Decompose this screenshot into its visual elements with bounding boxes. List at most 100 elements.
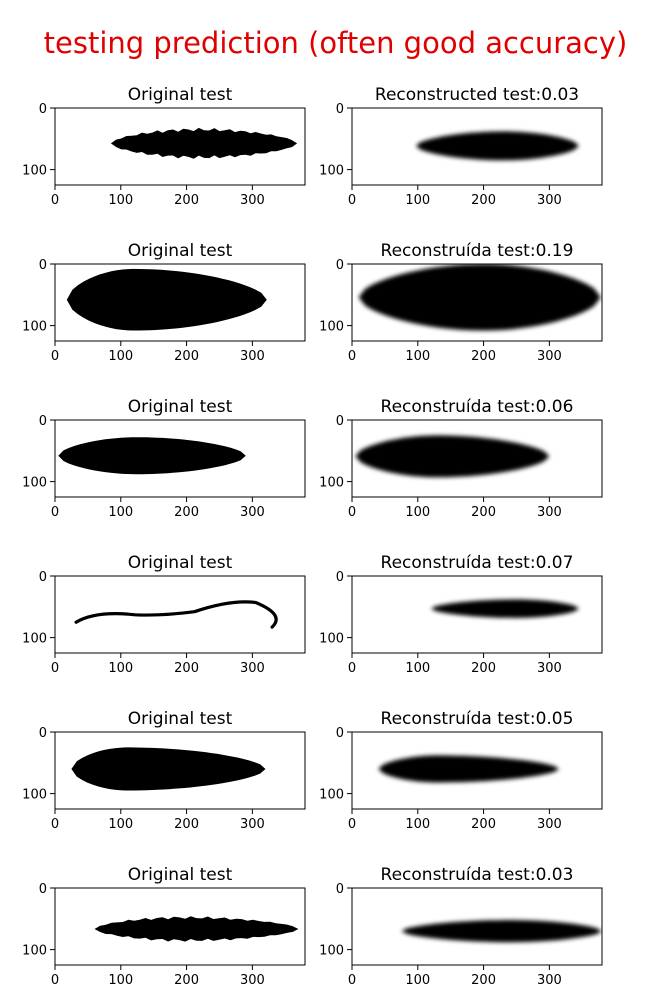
subplot-title: Original test	[128, 241, 233, 261]
subplot-title: Reconstruída test:0.19	[381, 241, 574, 261]
y-tick-label: 100	[319, 476, 344, 491]
y-tick-label: 0	[336, 882, 344, 897]
subplot-title: Original test	[128, 709, 233, 729]
subplot-2-original: Original test 0 100 200 300 0 100	[22, 241, 306, 364]
subplot-3-reconstructed: Reconstruída test:0.06 0 100 200 300 0 100	[319, 397, 603, 520]
x-tick-label: 0	[51, 661, 59, 676]
x-tick-label: 0	[348, 817, 356, 832]
axes-frame	[351, 263, 603, 342]
axes-frame	[351, 731, 603, 810]
x-tick-label: 0	[51, 817, 59, 832]
x-tick-label: 200	[174, 661, 199, 676]
shape-silhouette	[94, 916, 299, 942]
shape-silhouette	[74, 600, 278, 629]
x-tick-label: 100	[108, 661, 133, 676]
y-tick-label: 100	[319, 788, 344, 803]
x-tick-label: 100	[405, 817, 430, 832]
x-tick-label: 200	[471, 661, 496, 676]
x-tick-label: 100	[405, 193, 430, 208]
subplot-title: Reconstruída test:0.07	[381, 553, 574, 573]
y-tick-label: 0	[39, 258, 47, 273]
axes-frame	[351, 107, 603, 186]
x-tick-label: 100	[405, 505, 430, 520]
x-tick-label: 300	[240, 817, 265, 832]
x-tick-label: 300	[240, 349, 265, 364]
y-tick-label: 100	[22, 476, 47, 491]
y-tick-label: 0	[336, 570, 344, 585]
shape-silhouette	[58, 437, 246, 475]
axes-frame	[54, 419, 306, 498]
y-tick-label: 100	[319, 320, 344, 335]
subplot-5-original: Original test 0 100 200 300 0 100	[22, 709, 306, 832]
subplot-4-original: Original test 0 100 200 300 0 100	[22, 553, 306, 676]
y-tick-label: 100	[22, 164, 47, 179]
shape-silhouette	[66, 268, 267, 331]
y-tick-label: 0	[336, 258, 344, 273]
subplot-6-reconstructed: Reconstruída test:0.03 0 100 200 300 0 100	[319, 865, 603, 988]
axes-frame	[54, 731, 306, 810]
y-tick-label: 0	[39, 726, 47, 741]
subplot-title: Original test	[128, 85, 233, 105]
y-tick-label: 100	[319, 164, 344, 179]
subplot-title: Reconstructed test:0.03	[375, 85, 579, 105]
subplot-title: Reconstruída test:0.06	[381, 397, 574, 417]
y-tick-label: 100	[22, 788, 47, 803]
x-tick-label: 100	[405, 661, 430, 676]
subplot-5-reconstructed: Reconstruída test:0.05 0 100 200 300 0 100	[319, 709, 603, 832]
axes-frame	[351, 887, 603, 966]
shape-silhouette	[71, 747, 266, 791]
subplot-1-reconstructed: Reconstructed test:0.03 0 100 200 300 0 100	[319, 85, 603, 208]
x-tick-label: 200	[174, 973, 199, 988]
subplot-2-reconstructed: Reconstruída test:0.19 0 100 200 300 0 100	[319, 241, 603, 364]
x-tick-label: 300	[537, 193, 562, 208]
x-tick-label: 0	[51, 193, 59, 208]
page-title: testing prediction (often good accuracy)	[43, 26, 628, 60]
axes-frame	[54, 107, 306, 186]
axes-frame	[54, 263, 306, 342]
subplot-title: Original test	[128, 397, 233, 417]
shape-silhouette	[415, 131, 579, 161]
x-tick-label: 100	[405, 349, 430, 364]
x-tick-label: 0	[348, 661, 356, 676]
x-tick-label: 200	[174, 505, 199, 520]
y-tick-label: 0	[39, 570, 47, 585]
shape-silhouette	[401, 920, 602, 943]
x-tick-label: 300	[240, 193, 265, 208]
subplot-6-original: Original test 0 100 200 300 0 100	[22, 865, 306, 988]
x-tick-label: 0	[348, 193, 356, 208]
x-tick-label: 200	[174, 349, 199, 364]
subplot-4-reconstructed: Reconstruída test:0.07 0 100 200 300 0 100	[319, 553, 603, 676]
x-tick-label: 0	[51, 973, 59, 988]
x-tick-label: 0	[51, 505, 59, 520]
shape-silhouette	[430, 599, 579, 618]
x-tick-label: 200	[174, 817, 199, 832]
x-tick-label: 0	[348, 505, 356, 520]
x-tick-label: 200	[174, 193, 199, 208]
subplot-3-original: Original test 0 100 200 300 0 100	[22, 397, 306, 520]
x-tick-label: 200	[471, 973, 496, 988]
x-tick-label: 200	[471, 817, 496, 832]
x-tick-label: 100	[108, 505, 133, 520]
shape-silhouette	[378, 755, 560, 783]
x-tick-label: 300	[240, 505, 265, 520]
y-tick-label: 0	[39, 102, 47, 117]
shape-silhouette	[358, 264, 601, 331]
y-tick-label: 100	[319, 944, 344, 959]
y-tick-label: 100	[22, 320, 47, 335]
x-tick-label: 0	[51, 349, 59, 364]
x-tick-label: 300	[537, 505, 562, 520]
x-tick-label: 200	[471, 193, 496, 208]
x-tick-label: 300	[537, 973, 562, 988]
y-tick-label: 0	[336, 102, 344, 117]
axes-frame	[54, 887, 306, 966]
subplot-title: Reconstruída test:0.05	[381, 709, 574, 729]
x-tick-label: 100	[108, 349, 133, 364]
x-tick-label: 0	[348, 349, 356, 364]
x-tick-label: 200	[471, 349, 496, 364]
x-tick-label: 300	[537, 661, 562, 676]
x-tick-label: 300	[240, 973, 265, 988]
x-tick-label: 300	[537, 349, 562, 364]
x-tick-label: 100	[108, 193, 133, 208]
y-tick-label: 0	[39, 414, 47, 429]
